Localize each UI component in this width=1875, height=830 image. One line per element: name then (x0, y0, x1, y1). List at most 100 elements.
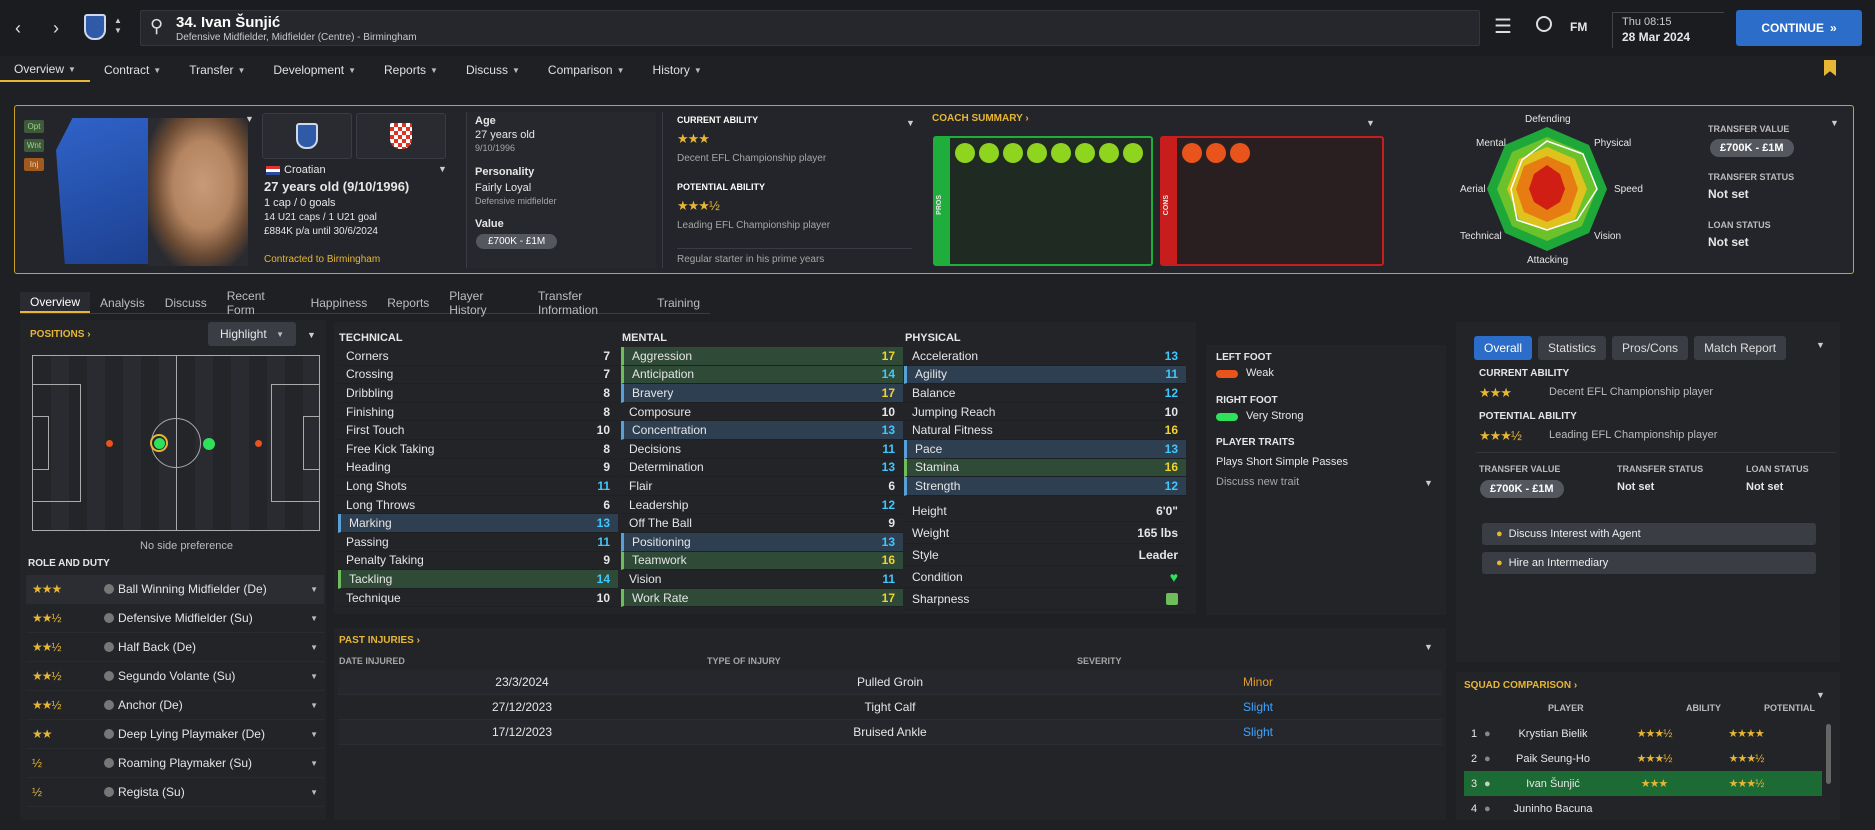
table-row[interactable]: 17/12/2023 Bruised Ankle Slight (338, 720, 1442, 745)
search-icon[interactable]: ⚲ (150, 16, 164, 36)
value-pill[interactable]: £700K - £1M (476, 234, 558, 249)
past-injuries-link[interactable]: PAST INJURIES › (339, 635, 420, 646)
card-chevron-icon[interactable]: ▼ (1830, 118, 1839, 128)
role-row[interactable]: ★★½ Anchor (De) ▼ (26, 691, 324, 720)
nationality-chevron-icon[interactable]: ▼ (438, 164, 447, 174)
chevron-down-icon[interactable]: ▼ (310, 613, 318, 623)
attribute-row[interactable]: Penalty Taking 9 (338, 552, 618, 571)
target-icon[interactable] (1099, 143, 1119, 163)
contracted-to[interactable]: Contracted to Birmingham (264, 254, 381, 265)
tab-analysis[interactable]: Analysis (100, 295, 145, 310)
boot-icon[interactable] (979, 143, 999, 163)
tab-reports[interactable]: Reports (387, 295, 430, 310)
tab-overview[interactable]: Overview (20, 292, 91, 313)
role-row[interactable]: ★★½ Defensive Midfielder (Su) ▼ (26, 604, 324, 633)
attribute-row[interactable]: Positioning 13 (621, 532, 903, 552)
attribute-row[interactable]: Teamwork 16 (621, 551, 903, 571)
chevron-down-icon[interactable]: ▼ (310, 787, 318, 797)
tag-opt[interactable]: Opt (24, 120, 44, 133)
attribute-row[interactable]: Corners 7 (338, 347, 618, 366)
tab-recent-form[interactable]: Recent Form (226, 288, 265, 317)
chevron-down-icon[interactable]: ▼ (310, 642, 318, 652)
attribute-row[interactable]: Balance 12 (904, 384, 1186, 403)
nav-history[interactable]: History ▼ (652, 63, 702, 77)
coach-chevron-icon[interactable]: ▼ (1366, 118, 1375, 128)
table-row-selected[interactable]: 3 ● Ivan Šunjić ★★★ ★★★½ (1464, 771, 1822, 796)
chevron-down-icon[interactable]: ▼ (310, 700, 318, 710)
injuries-chevron-icon[interactable]: ▼ (1424, 642, 1433, 652)
tab-player-history[interactable]: Player History (449, 288, 487, 317)
club-crest-icon[interactable] (84, 14, 106, 40)
attribute-row[interactable]: Agility 11 (904, 365, 1186, 385)
attribute-row[interactable]: First Touch 10 (338, 421, 618, 440)
fist-icon[interactable] (1075, 143, 1095, 163)
info-icon[interactable] (104, 729, 114, 739)
tab-training[interactable]: Training (657, 295, 701, 310)
tab-discuss[interactable]: Discuss (164, 295, 207, 310)
discuss-trait[interactable]: Discuss new trait (1216, 476, 1300, 488)
role-row[interactable]: ½ Regista (Su) ▼ (26, 778, 324, 807)
role-row[interactable]: ★★ Deep Lying Playmaker (De) ▼ (26, 720, 324, 749)
squad-chevron-icon[interactable]: ▼ (1816, 690, 1825, 700)
attribute-row[interactable]: Composure 10 (621, 403, 903, 422)
table-row[interactable]: 4 ● Juninho Bacuna (1470, 802, 1593, 815)
squad-scrollbar[interactable] (1826, 724, 1831, 784)
position-dot-dm[interactable] (150, 434, 168, 452)
attribute-row[interactable]: Off The Ball 9 (621, 514, 903, 533)
position-dot-amc[interactable] (255, 440, 262, 447)
attribute-row[interactable]: Crossing 7 (338, 366, 618, 385)
info-icon[interactable] (104, 787, 114, 797)
tab-statistics[interactable]: Statistics (1538, 336, 1607, 360)
attribute-row[interactable]: Decisions 11 (621, 440, 903, 459)
nav-contract[interactable]: Contract ▼ (103, 63, 162, 77)
attribute-row[interactable]: Long Shots 11 (338, 477, 618, 496)
info-icon[interactable] (104, 700, 114, 710)
role-row[interactable]: ★★½ Segundo Volante (Su) ▼ (26, 662, 324, 691)
info-icon[interactable] (104, 642, 114, 652)
menu-icon[interactable]: ☰ (1494, 16, 1512, 38)
tv-pill[interactable]: £700K - £1M (1710, 139, 1794, 157)
chevron-down-icon[interactable]: ▼ (310, 758, 318, 768)
tag-inj[interactable]: Inj (24, 158, 44, 171)
table-row[interactable]: 1 ● Krystian Bielik ★★★½ ★★★★ (1470, 727, 1765, 741)
ball-icon[interactable] (1536, 16, 1552, 32)
trait-chevron-icon[interactable]: ▼ (1424, 478, 1433, 488)
star-icon[interactable] (1051, 143, 1071, 163)
squad-comparison-link[interactable]: SQUAD COMPARISON › (1464, 680, 1578, 691)
attribute-row[interactable]: Flair 6 (621, 477, 903, 496)
attribute-row[interactable]: Jumping Reach 10 (904, 403, 1186, 422)
continue-button[interactable]: CONTINUE » (1736, 10, 1862, 46)
tag-wnt[interactable]: Wnt (24, 139, 44, 152)
attribute-row[interactable]: Technique 10 (338, 589, 618, 608)
forward-arrow-icon[interactable]: › (53, 17, 59, 38)
whistle-icon[interactable] (1230, 143, 1250, 163)
attribute-row[interactable]: Aggression 17 (621, 347, 903, 366)
chevron-down-icon[interactable]: ▼ (310, 671, 318, 681)
attribute-row[interactable]: Passing 11 (338, 533, 618, 552)
attribute-row[interactable]: Dribbling 8 (338, 384, 618, 403)
club-switch-chevron-icon[interactable]: ▲ ▼ (114, 16, 122, 35)
table-row[interactable]: 23/3/2024 Pulled Groin Minor (338, 670, 1442, 695)
ability-chevron-icon[interactable]: ▼ (906, 118, 915, 128)
tab-pros-cons[interactable]: Pros/Cons (1612, 336, 1689, 360)
discuss-agent-button[interactable]: ● Discuss Interest with Agent (1482, 523, 1816, 545)
attribute-row[interactable]: Long Throws 6 (338, 496, 618, 515)
attribute-row[interactable]: Tackling 14 (338, 570, 618, 589)
attribute-row[interactable]: Marking 13 (338, 514, 618, 533)
right-tv-pill[interactable]: £700K - £1M (1480, 480, 1564, 498)
card-icon[interactable] (1206, 143, 1226, 163)
role-row[interactable]: ★★★ Ball Winning Midfielder (De) ▼ (26, 575, 324, 604)
coach-summary-link[interactable]: COACH SUMMARY › (932, 113, 1029, 124)
attribute-row[interactable]: Bravery 17 (621, 384, 903, 403)
attribute-row[interactable]: Determination 13 (621, 459, 903, 478)
info-icon[interactable] (104, 584, 114, 594)
nav-overview[interactable]: Overview ▼ (0, 58, 90, 82)
shield-icon[interactable] (1003, 143, 1023, 163)
date-box[interactable] (1612, 12, 1724, 48)
attribute-row[interactable]: Natural Fitness 16 (904, 421, 1186, 440)
highlight-select[interactable]: Highlight ▼ (208, 322, 296, 346)
back-arrow-icon[interactable]: ‹ (15, 17, 21, 38)
attribute-row[interactable]: Pace 13 (904, 439, 1186, 459)
portrait-chevron-icon[interactable]: ▼ (245, 114, 254, 124)
attribute-row[interactable]: Free Kick Taking 8 (338, 440, 618, 459)
